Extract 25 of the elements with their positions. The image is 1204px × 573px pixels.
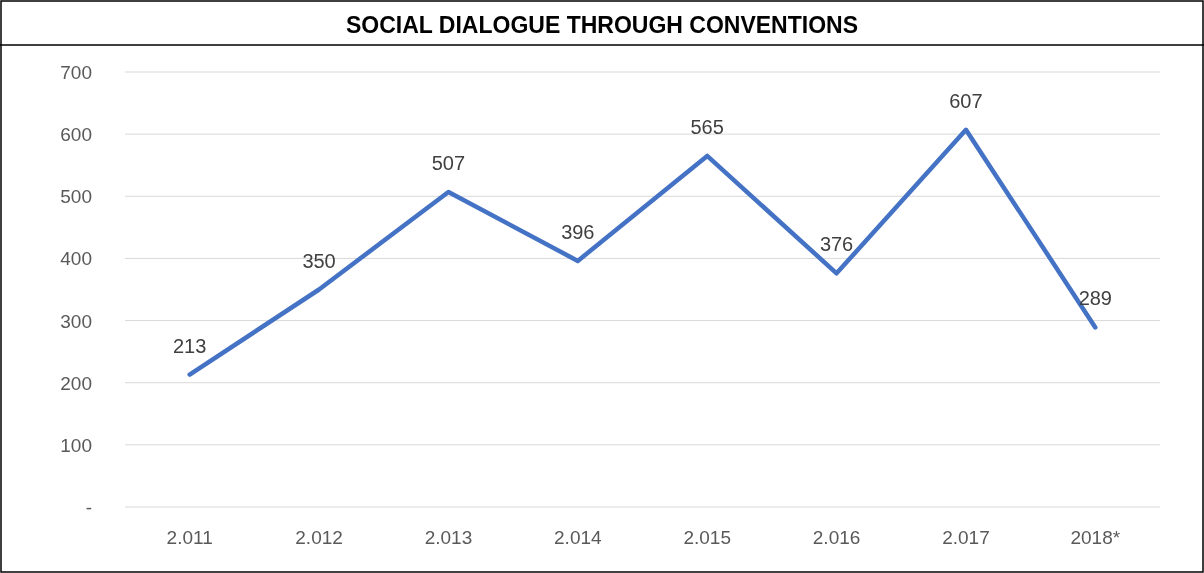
x-tick-label: 2.014	[554, 527, 603, 548]
data-label: 289	[1078, 287, 1112, 310]
data-label: 350	[302, 249, 336, 272]
y-tick-label: 400	[60, 248, 92, 270]
x-tick-label: 2.013	[424, 527, 473, 548]
y-tick-label: 600	[60, 124, 92, 146]
y-tick-label: 500	[60, 186, 92, 208]
data-label: 565	[690, 115, 724, 138]
y-tick-label: 200	[60, 372, 92, 394]
x-tick-label: 2.011	[166, 527, 213, 548]
data-label: 607	[949, 89, 983, 112]
y-tick-label: -	[85, 497, 92, 518]
data-label: 213	[173, 334, 207, 357]
data-label: 376	[819, 233, 854, 256]
x-tick-label: 2.017	[942, 527, 990, 548]
y-tick-label: 700	[60, 62, 92, 83]
x-tick-label: 2.016	[812, 527, 861, 548]
x-tick-label: 2.012	[295, 527, 343, 548]
x-tick-label: 2018*	[1070, 527, 1121, 548]
chart-title: SOCIAL DIALOGUE THROUGH CONVENTIONS	[346, 12, 858, 38]
data-label: 396	[561, 220, 595, 243]
y-tick-label: 100	[60, 434, 92, 456]
data-label: 507	[431, 151, 466, 174]
y-tick-label: 300	[60, 310, 92, 332]
x-tick-label: 2.015	[683, 527, 731, 548]
